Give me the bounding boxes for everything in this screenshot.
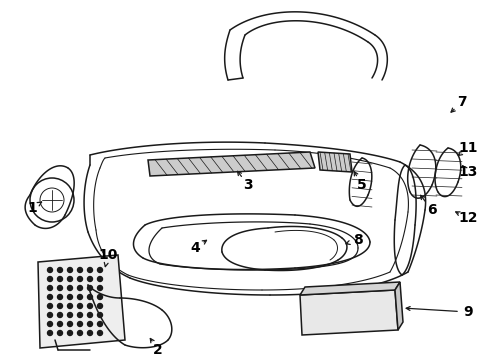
Circle shape (57, 294, 63, 300)
Circle shape (98, 303, 102, 309)
Text: 8: 8 (353, 233, 363, 247)
Circle shape (57, 303, 63, 309)
Circle shape (77, 294, 82, 300)
Circle shape (88, 303, 93, 309)
Text: 10: 10 (98, 248, 118, 262)
Text: 6: 6 (427, 203, 437, 217)
Polygon shape (38, 255, 125, 348)
Polygon shape (148, 152, 315, 176)
Text: 5: 5 (357, 178, 367, 192)
Circle shape (68, 321, 73, 327)
Circle shape (98, 330, 102, 336)
Circle shape (48, 276, 52, 282)
Circle shape (68, 312, 73, 318)
Circle shape (68, 276, 73, 282)
Circle shape (57, 285, 63, 291)
Circle shape (57, 267, 63, 273)
Circle shape (48, 312, 52, 318)
Polygon shape (300, 290, 398, 335)
Circle shape (77, 276, 82, 282)
Circle shape (88, 330, 93, 336)
Circle shape (88, 285, 93, 291)
Polygon shape (300, 282, 400, 295)
Circle shape (77, 330, 82, 336)
Circle shape (77, 312, 82, 318)
Circle shape (57, 330, 63, 336)
Circle shape (57, 321, 63, 327)
Text: 11: 11 (458, 141, 478, 155)
Text: 1: 1 (27, 201, 37, 215)
Circle shape (98, 276, 102, 282)
Circle shape (48, 303, 52, 309)
Text: 2: 2 (153, 343, 163, 357)
Circle shape (98, 312, 102, 318)
Text: 4: 4 (190, 241, 200, 255)
Circle shape (57, 276, 63, 282)
Text: 7: 7 (457, 95, 467, 109)
Polygon shape (395, 282, 403, 330)
Circle shape (48, 321, 52, 327)
Circle shape (68, 330, 73, 336)
Text: 13: 13 (458, 165, 478, 179)
Circle shape (48, 285, 52, 291)
Circle shape (68, 267, 73, 273)
Circle shape (98, 285, 102, 291)
Circle shape (77, 321, 82, 327)
Text: 9: 9 (463, 305, 473, 319)
Text: 3: 3 (243, 178, 253, 192)
Circle shape (48, 330, 52, 336)
Circle shape (68, 285, 73, 291)
Circle shape (68, 294, 73, 300)
Text: 12: 12 (458, 211, 478, 225)
Circle shape (98, 321, 102, 327)
Circle shape (98, 267, 102, 273)
Circle shape (88, 267, 93, 273)
Circle shape (68, 303, 73, 309)
Polygon shape (318, 152, 352, 172)
Circle shape (88, 321, 93, 327)
Circle shape (98, 294, 102, 300)
Circle shape (88, 294, 93, 300)
Circle shape (88, 276, 93, 282)
Circle shape (88, 312, 93, 318)
Circle shape (77, 285, 82, 291)
Circle shape (57, 312, 63, 318)
Circle shape (48, 294, 52, 300)
Circle shape (77, 303, 82, 309)
Circle shape (77, 267, 82, 273)
Circle shape (48, 267, 52, 273)
